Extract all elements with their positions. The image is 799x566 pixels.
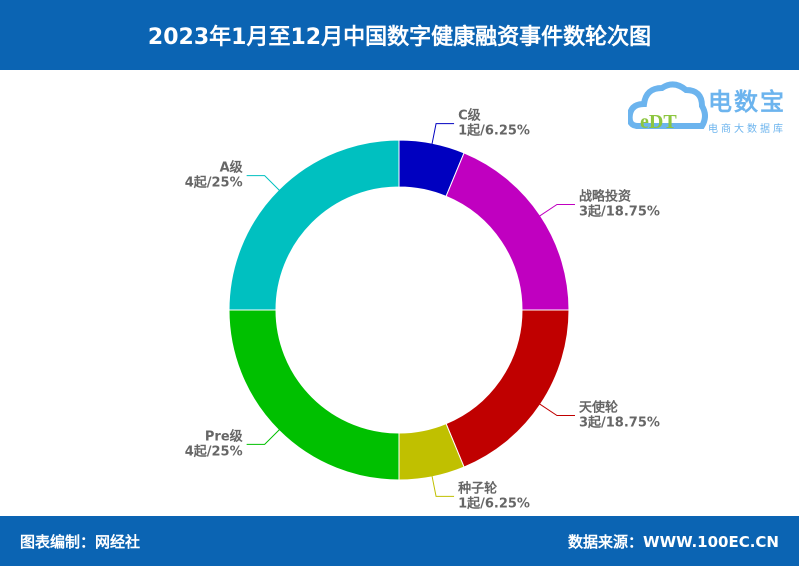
leader-line-5 <box>246 175 282 193</box>
slice-label-name: 战略投资 <box>579 188 631 204</box>
slice-label-value: 3起/18.75% <box>579 203 660 219</box>
slice-2[interactable] <box>445 309 570 468</box>
slice-5[interactable] <box>228 139 400 311</box>
slice-label-name: 种子轮 <box>457 480 497 496</box>
slice-label-name: 天使轮 <box>579 400 618 416</box>
slice-label-value: 1起/6.25% <box>458 123 530 139</box>
slice-label-value: 4起/25% <box>185 443 243 459</box>
slice-label-name: C级 <box>458 108 482 124</box>
logo-mark: eDT <box>640 111 677 133</box>
slice-1[interactable] <box>445 152 570 311</box>
footer-source: 数据来源：WWW.100EC.CN <box>568 533 779 551</box>
slice-label-name: A级 <box>220 160 244 176</box>
leader-line-1 <box>537 203 575 218</box>
logo-subtitle: 电商大数据库 <box>708 124 786 135</box>
slice-label-value: 1起/6.25% <box>458 495 530 511</box>
leader-line-0 <box>431 123 455 147</box>
logo-name: 电数宝 <box>708 88 786 116</box>
chart-title: 2023年1月至12月中国数字健康融资事件数轮次图 <box>0 0 799 70</box>
leader-line-4 <box>246 427 282 445</box>
footer: 图表编制：网经社 数据来源：WWW.100EC.CN <box>0 516 799 566</box>
slice-label-name: Pre级 <box>205 428 244 444</box>
footer-editor: 图表编制：网经社 <box>20 533 141 551</box>
cloud-logo-icon: eDT <box>628 81 708 133</box>
leader-line-3 <box>431 473 455 497</box>
slice-label-value: 4起/25% <box>185 175 243 191</box>
logo: eDT 电数宝 电商大数据库 <box>628 76 793 136</box>
leader-line-2 <box>537 402 575 417</box>
slice-4[interactable] <box>228 309 400 481</box>
slice-label-value: 3起/18.75% <box>579 415 660 431</box>
